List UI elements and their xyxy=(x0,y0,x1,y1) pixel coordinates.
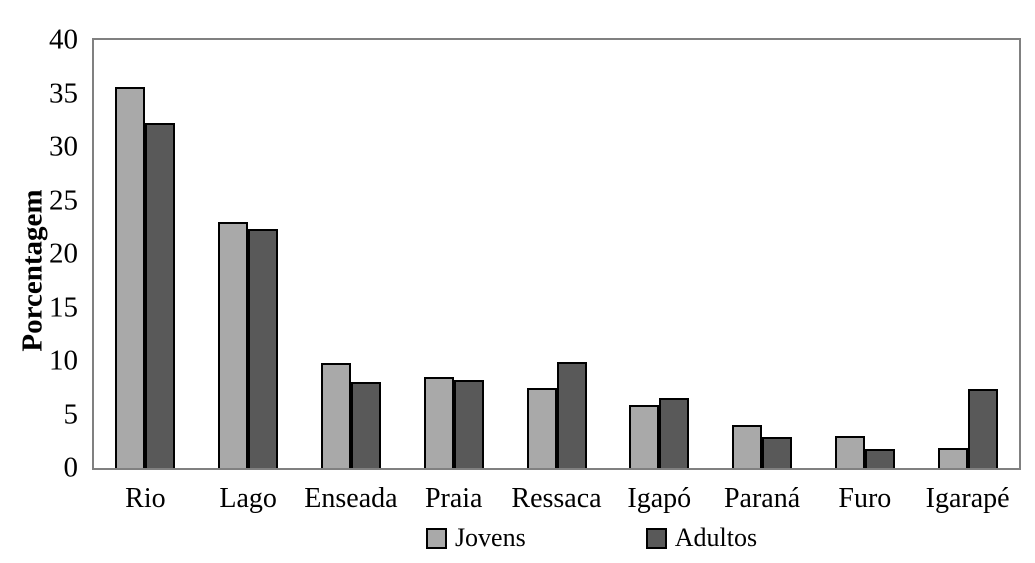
bar-jovens-furo xyxy=(834,436,865,468)
y-tick-10: 10 xyxy=(49,344,78,377)
bar-jovens-praia xyxy=(423,377,454,468)
bar-adultos-ressaca xyxy=(556,362,587,468)
x-tick-ressaca: Ressaca xyxy=(511,483,602,514)
bar-jovens-enseada xyxy=(320,363,351,468)
legend-label-adultos: Adultos xyxy=(674,523,758,552)
legend-item-jovens: Jovens xyxy=(425,523,526,552)
legend-swatch-adultos xyxy=(645,527,667,549)
bar-adultos-igarape xyxy=(967,389,998,468)
x-tick-igapo: Igapó xyxy=(627,483,692,514)
y-tick-35: 35 xyxy=(49,77,78,109)
bar-jovens-rio xyxy=(115,87,146,468)
bar-adultos-praia xyxy=(453,380,484,468)
y-tick-30: 30 xyxy=(49,130,78,163)
x-tick-furo: Furo xyxy=(838,483,892,514)
bar-jovens-lago xyxy=(218,222,249,468)
legend-item-adultos: Adultos xyxy=(645,523,758,552)
bar-jovens-parana xyxy=(732,425,763,468)
bar-adultos-furo xyxy=(864,449,895,468)
bar-adultos-igapo xyxy=(659,398,690,468)
y-tick-40: 40 xyxy=(49,23,78,56)
y-tick-15: 15 xyxy=(49,291,78,323)
legend-swatch-jovens xyxy=(425,527,447,549)
y-tick-5: 5 xyxy=(63,398,79,430)
legend-label-jovens: Jovens xyxy=(454,523,526,552)
plot-area xyxy=(92,38,1021,470)
bar-jovens-ressaca xyxy=(526,388,557,468)
bar-jovens-igarape xyxy=(937,448,968,468)
x-tick-rio: Rio xyxy=(125,483,166,514)
y-tick-20: 20 xyxy=(49,237,78,270)
legend: Jovens Adultos xyxy=(127,522,1035,554)
bar-adultos-rio xyxy=(145,123,176,468)
x-tick-igarape: Igarapé xyxy=(925,483,1010,514)
x-tick-enseada: Enseada xyxy=(304,483,398,514)
x-tick-lago: Lago xyxy=(219,483,277,514)
bar-jovens-igapo xyxy=(629,405,660,468)
y-tick-25: 25 xyxy=(49,184,78,216)
bar-adultos-parana xyxy=(762,437,793,468)
x-tick-praia: Praia xyxy=(424,483,483,514)
bar-adultos-enseada xyxy=(350,382,381,468)
y-tick-0: 0 xyxy=(63,451,79,484)
bar-adultos-lago xyxy=(248,229,279,468)
x-tick-parana: Paraná xyxy=(723,483,801,514)
